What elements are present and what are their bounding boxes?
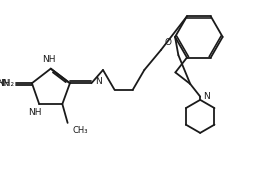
Text: NH₂: NH₂ — [0, 79, 15, 88]
Text: NH: NH — [42, 55, 56, 64]
Text: N: N — [204, 92, 210, 101]
Text: O: O — [165, 38, 172, 47]
Text: HN: HN — [0, 79, 10, 88]
Text: N: N — [95, 77, 101, 86]
Text: CH₃: CH₃ — [72, 125, 88, 135]
Text: NH: NH — [28, 108, 41, 117]
